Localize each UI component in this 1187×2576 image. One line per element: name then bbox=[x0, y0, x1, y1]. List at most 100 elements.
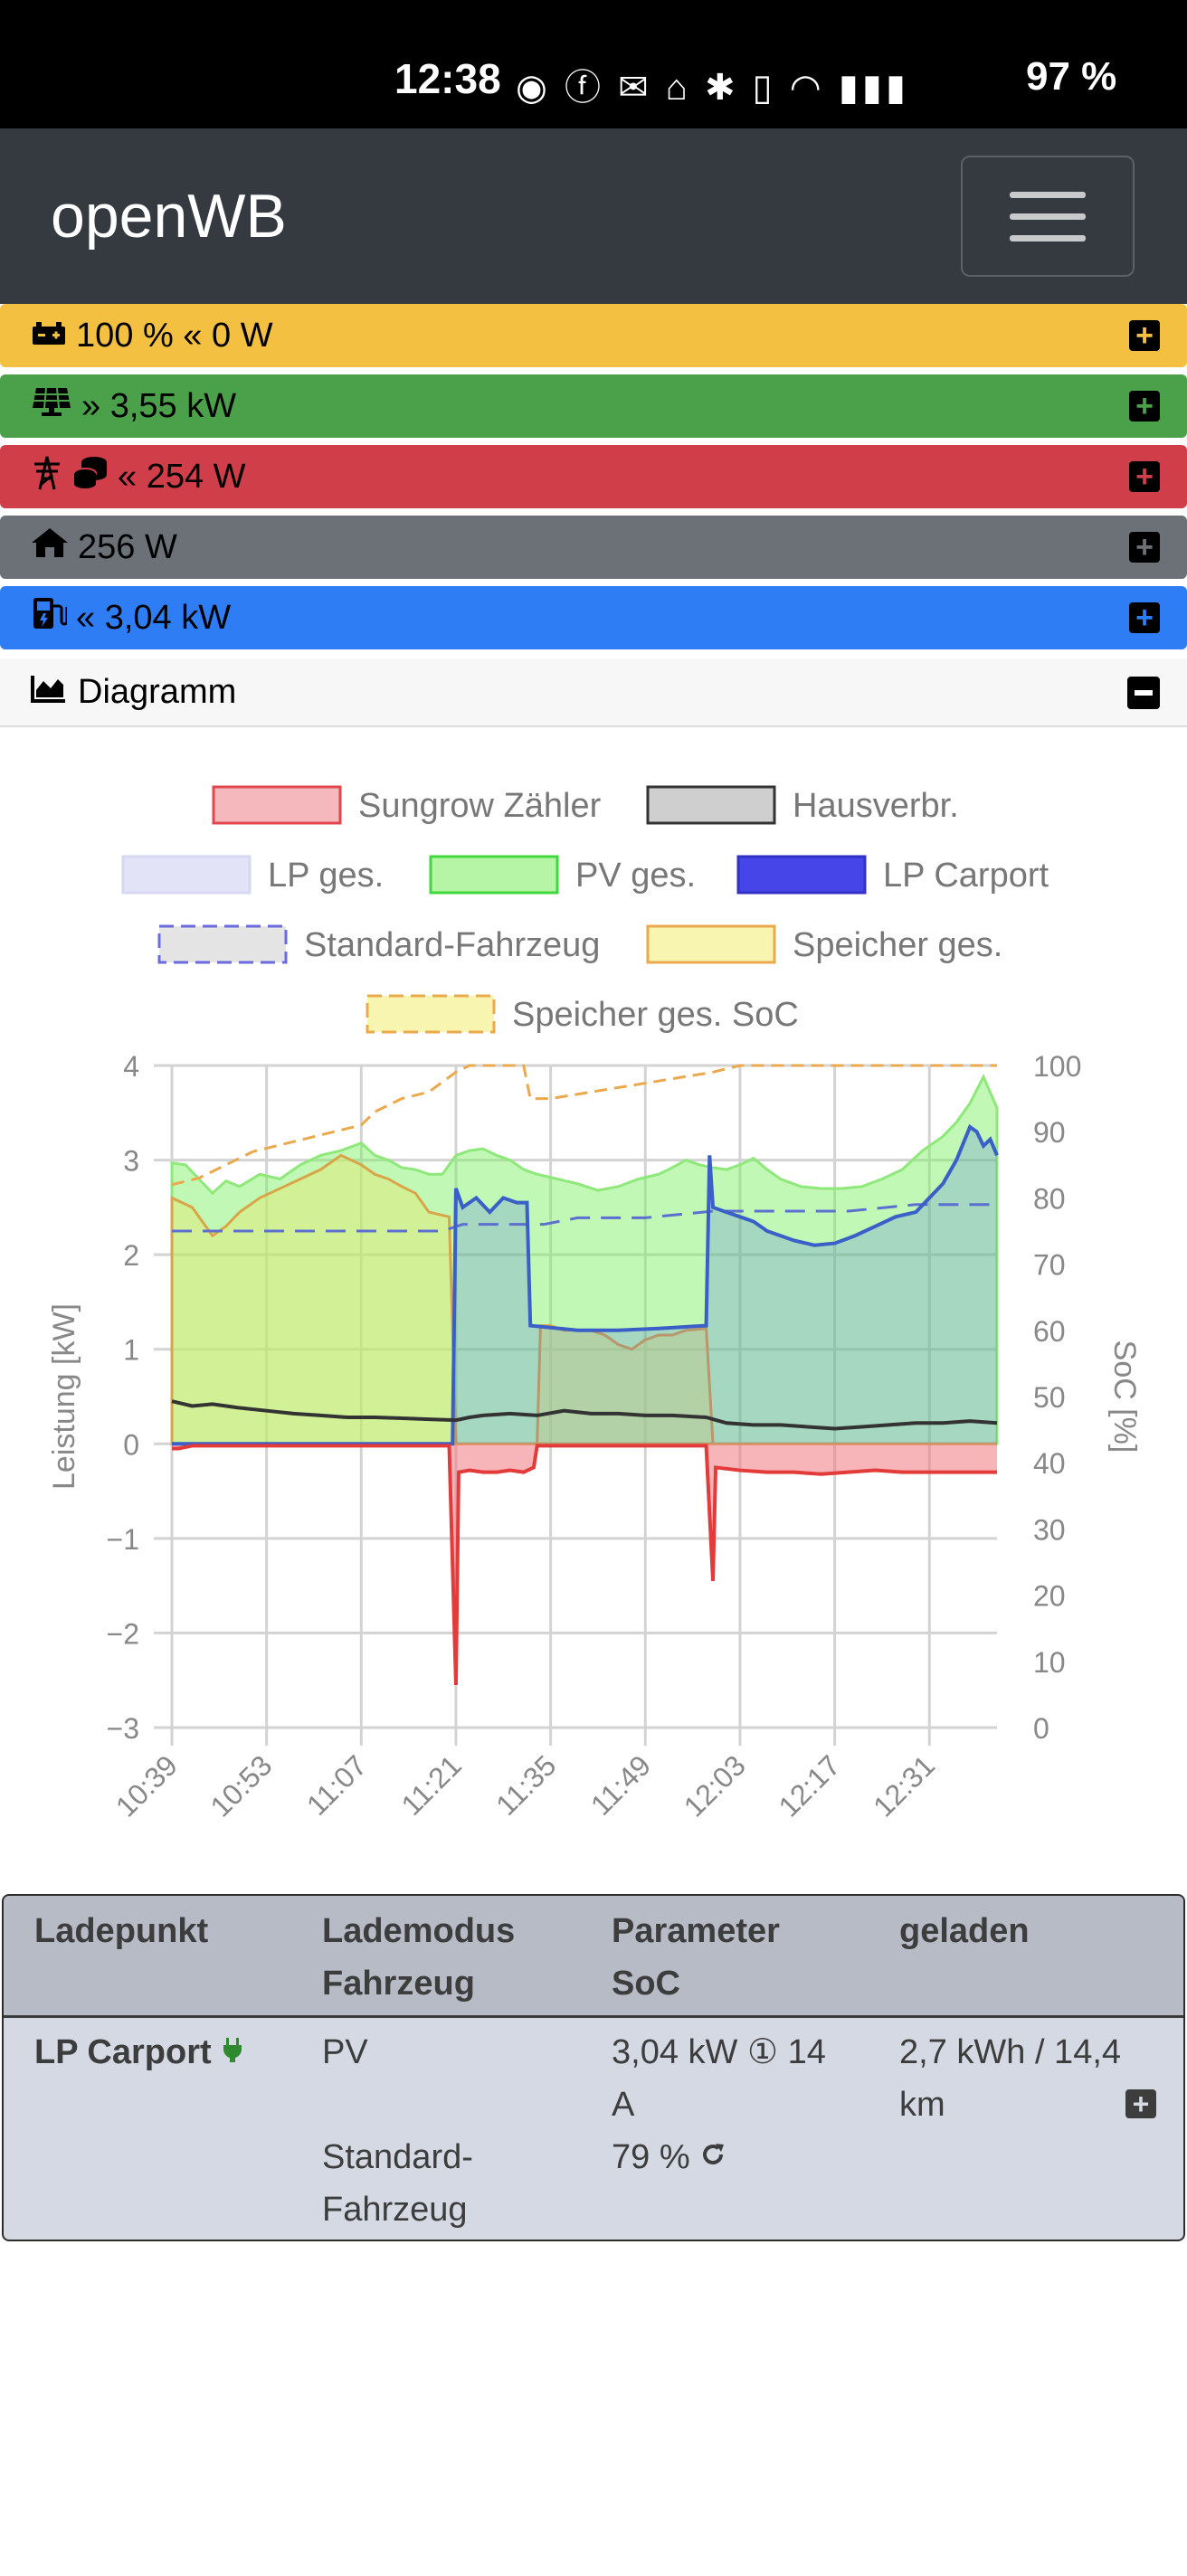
collapse-diagram-button[interactable] bbox=[1127, 677, 1160, 709]
expand-charging-button[interactable]: + bbox=[1129, 602, 1160, 633]
y-tick-right: 10 bbox=[1033, 1646, 1066, 1679]
lp-vehicle-line1[interactable]: Standard- bbox=[322, 2138, 473, 2176]
y-tick-left: −3 bbox=[107, 1712, 139, 1745]
status-bar: 12:38 ◉ ⓕ ✉ ⌂ ✱ ▯ ◠ ▮▮▮ 97 % bbox=[0, 0, 1187, 128]
x-tick: 11:49 bbox=[584, 1748, 657, 1821]
x-tick: 11:35 bbox=[489, 1748, 562, 1821]
lp-name-label: LP Carport bbox=[34, 2033, 212, 2071]
plug-icon bbox=[221, 2033, 244, 2071]
grid-status-text: « 254 W bbox=[118, 457, 246, 496]
series-sungrow-zaehler bbox=[172, 1444, 997, 1685]
expand-pv-button[interactable]: + bbox=[1129, 391, 1160, 421]
navbar: openWB bbox=[0, 128, 1187, 304]
lp-charged-line1: 2,7 kWh / 14,4 bbox=[899, 2033, 1122, 2071]
pv-status-bar[interactable]: » 3,55 kW + bbox=[0, 374, 1187, 438]
y-tick-right: 60 bbox=[1033, 1315, 1066, 1348]
y-axis-label-left: Leistung [kW] bbox=[47, 1303, 81, 1490]
lp-mode[interactable]: PV bbox=[322, 2033, 368, 2071]
legend-swatch bbox=[366, 994, 496, 1034]
series-sungrow-area bbox=[172, 1444, 997, 1685]
solar-panel-icon bbox=[31, 386, 72, 426]
y-tick-right: 50 bbox=[1033, 1381, 1066, 1414]
house-status-text: 256 W bbox=[78, 527, 177, 566]
legend-item: LP ges. bbox=[121, 855, 384, 895]
lp-soc-value: 79 % bbox=[612, 2138, 690, 2176]
x-tick: 12:17 bbox=[772, 1748, 846, 1823]
legend-label: Hausverbr. bbox=[793, 787, 959, 825]
chart-series bbox=[170, 1064, 999, 1685]
brand-logo[interactable]: openWB bbox=[51, 182, 287, 251]
legend-item: Standard-Fahrzeug bbox=[157, 924, 600, 964]
battery-status-bar[interactable]: 100 % « 0 W + bbox=[0, 304, 1187, 367]
lp-name[interactable]: LP Carport bbox=[34, 2026, 244, 2079]
coins-icon bbox=[72, 455, 109, 498]
battery-status-text: 100 % « 0 W bbox=[76, 316, 273, 355]
legend-item: Speicher ges. bbox=[646, 924, 1002, 964]
legend-item: Sungrow Zähler bbox=[212, 785, 602, 825]
lp-parameter-line2: A bbox=[612, 2086, 635, 2124]
x-tick: 11:07 bbox=[300, 1748, 373, 1821]
legend-item: LP Carport bbox=[736, 855, 1049, 895]
header-soc: SoC bbox=[612, 1965, 680, 2003]
expand-lp-button[interactable]: + bbox=[1125, 2088, 1156, 2120]
x-tick: 10:39 bbox=[109, 1748, 184, 1823]
legend-label: PV ges. bbox=[575, 857, 696, 895]
y-tick-left: 0 bbox=[123, 1428, 139, 1461]
diagram-header[interactable]: Diagramm bbox=[0, 658, 1187, 727]
y-tick-right: 30 bbox=[1033, 1513, 1066, 1546]
series-lp-carport-area bbox=[172, 1126, 997, 1444]
header-lademodus: Lademodus bbox=[322, 1912, 516, 1950]
area-chart-icon bbox=[31, 673, 67, 712]
y-tick-left: 2 bbox=[123, 1239, 139, 1272]
y-tick-right: 70 bbox=[1033, 1249, 1066, 1282]
x-tick: 11:21 bbox=[395, 1748, 468, 1821]
y-tick-right: 0 bbox=[1033, 1712, 1049, 1745]
charging-station-icon bbox=[31, 595, 69, 640]
x-tick: 12:31 bbox=[867, 1748, 941, 1823]
table-header: Ladepunkt Lademodus Fahrzeug Parameter S… bbox=[4, 1896, 1183, 2018]
y-tick-left: −2 bbox=[107, 1617, 139, 1650]
legend-label: Standard-Fahrzeug bbox=[304, 926, 600, 964]
charging-status-bar[interactable]: « 3,04 kW + bbox=[0, 586, 1187, 649]
lp-soc: 79 % bbox=[612, 2131, 726, 2183]
lp-parameter-line1: 3,04 kW ① 14 bbox=[612, 2033, 826, 2071]
refresh-icon[interactable] bbox=[699, 2138, 726, 2176]
car-battery-icon bbox=[31, 317, 67, 355]
grid-status-bar[interactable]: « 254 W + bbox=[0, 445, 1187, 508]
legend-item: PV ges. bbox=[429, 855, 696, 895]
home-icon bbox=[31, 527, 69, 567]
y-tick-right: 90 bbox=[1033, 1116, 1066, 1149]
expand-battery-button[interactable]: + bbox=[1129, 320, 1160, 351]
y-tick-right: 80 bbox=[1033, 1182, 1066, 1215]
power-chart: Sungrow Zähler Hausverbr. LP ges. PV ges. LP… bbox=[47, 785, 1142, 1823]
y-tick-left: 3 bbox=[123, 1145, 139, 1178]
x-tick: 10:53 bbox=[204, 1748, 279, 1823]
series-pv-ges bbox=[170, 1074, 999, 1445]
y-tick-left: −1 bbox=[107, 1523, 139, 1556]
x-tick: 12:03 bbox=[678, 1748, 752, 1823]
legend-swatch bbox=[429, 855, 559, 895]
series-lp-carport bbox=[172, 1123, 999, 1446]
charging-status-text: « 3,04 kW bbox=[76, 598, 232, 637]
house-status-bar[interactable]: 256 W + bbox=[0, 516, 1187, 579]
y-axis-label-right: SoC [%] bbox=[1107, 1340, 1142, 1454]
pv-status-text: » 3,55 kW bbox=[81, 386, 237, 425]
legend-label: LP Carport bbox=[883, 857, 1049, 895]
legend-label: LP ges. bbox=[268, 857, 384, 895]
expand-house-button[interactable]: + bbox=[1129, 532, 1160, 563]
lp-vehicle-line2[interactable]: Fahrzeug bbox=[322, 2191, 468, 2229]
header-ladepunkt: Ladepunkt bbox=[34, 1912, 209, 1950]
y-tick-right: 20 bbox=[1033, 1580, 1066, 1613]
ladepunkt-table: Ladepunkt Lademodus Fahrzeug Parameter S… bbox=[2, 1894, 1185, 2241]
legend-swatch bbox=[736, 855, 867, 895]
menu-toggle-button[interactable] bbox=[961, 156, 1135, 277]
expand-grid-button[interactable]: + bbox=[1129, 461, 1160, 492]
series-speicher-soc bbox=[171, 1064, 997, 1187]
legend-swatch bbox=[646, 785, 776, 825]
y-tick-left: 4 bbox=[123, 1050, 139, 1083]
status-time: 12:38 bbox=[394, 55, 501, 102]
series-standard-fahrzeug-soc bbox=[172, 1203, 997, 1233]
diagram-title: Diagramm bbox=[78, 672, 237, 711]
legend-swatch bbox=[646, 924, 776, 964]
series-hausverbr bbox=[171, 1399, 998, 1431]
